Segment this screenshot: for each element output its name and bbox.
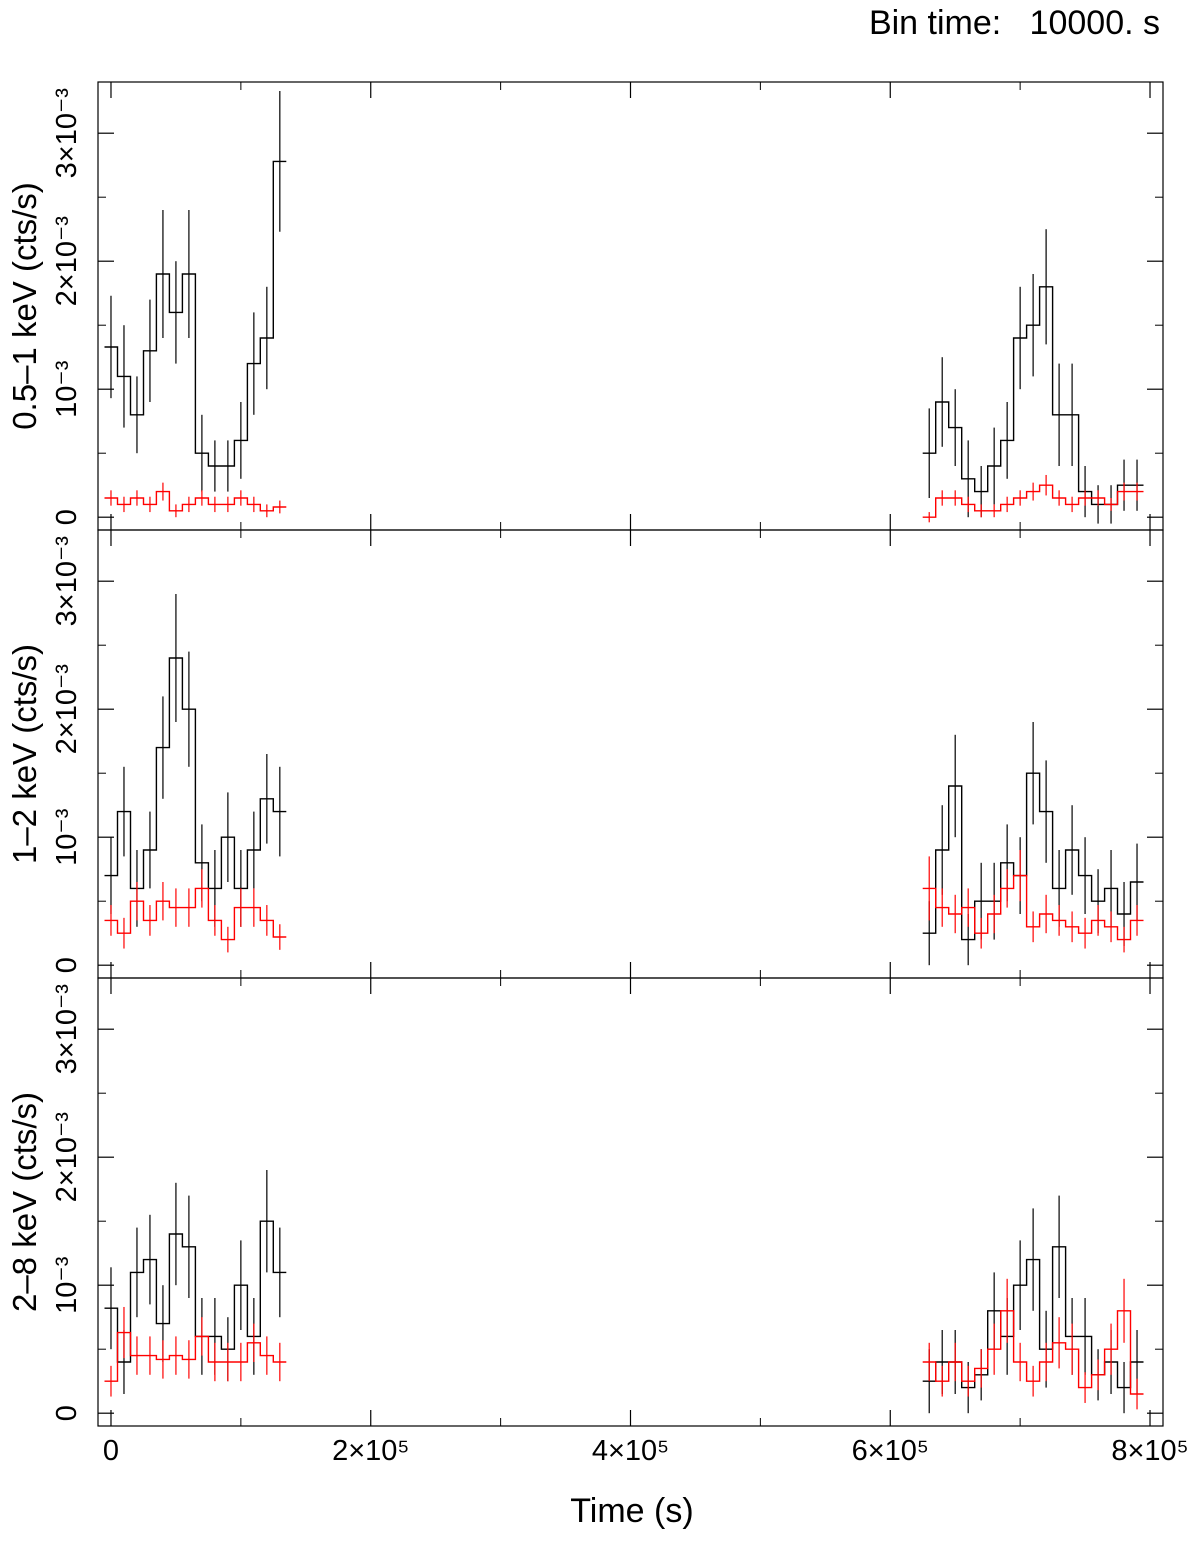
y-tick-label: 10⁻³ (51, 1256, 83, 1314)
step-line (104, 1331, 287, 1382)
x-tick-label: 0 (103, 1435, 119, 1467)
x-tick-label: 4×10⁵ (592, 1435, 669, 1467)
y-tick-label: 2×10⁻³ (51, 1112, 83, 1203)
x-tick-label: 2×10⁵ (332, 1435, 409, 1467)
series-black (104, 1170, 1144, 1414)
y-tick-label: 10⁻³ (51, 360, 83, 418)
panel-frame (97, 529, 1164, 979)
step-line (104, 1220, 287, 1363)
y-tick-label: 0 (51, 957, 83, 973)
step-line (104, 490, 287, 512)
y-tick-label: 0 (51, 509, 83, 525)
series-black (104, 90, 1144, 524)
y-tick-label: 10⁻³ (51, 808, 83, 866)
step-line (104, 160, 287, 467)
y-tick-label: 3×10⁻³ (51, 536, 83, 627)
step-line (922, 286, 1144, 506)
y-tick-label: 2×10⁻³ (51, 216, 83, 307)
step-line (104, 887, 287, 941)
y-tick-label: 0 (51, 1405, 83, 1421)
panel-1: 0 10⁻³ 2×10⁻³ 3×10⁻³0.5–1 keV (cts/s) (6, 81, 1164, 531)
panel-frame (97, 977, 1164, 1427)
y-tick-label: 2×10⁻³ (51, 664, 83, 755)
panel-2: 0 10⁻³ 2×10⁻³ 3×10⁻³1–2 keV (cts/s) (6, 529, 1164, 979)
x-tick-label: 8×10⁵ (1111, 1435, 1188, 1467)
y-axis-label: 0.5–1 keV (cts/s) (6, 182, 43, 430)
panel-frame (97, 81, 1164, 531)
y-axis-label: 1–2 keV (cts/s) (6, 644, 43, 864)
panel-3: 0 10⁻³ 2×10⁻³ 3×10⁻³2–8 keV (cts/s) (6, 977, 1164, 1427)
x-tick-label: 6×10⁵ (852, 1435, 929, 1467)
series-red (104, 850, 1144, 953)
y-tick-label: 3×10⁻³ (51, 88, 83, 179)
y-tick-label: 3×10⁻³ (51, 984, 83, 1075)
x-axis-label: Time (s) (570, 1492, 693, 1530)
bin-time-label: Bin time: 10000. s (868, 4, 1160, 42)
step-line (922, 772, 1144, 941)
y-axis-label: 2–8 keV (cts/s) (6, 1092, 43, 1312)
series-red (104, 1278, 1144, 1410)
series-red (104, 474, 1144, 523)
step-line (104, 657, 287, 890)
